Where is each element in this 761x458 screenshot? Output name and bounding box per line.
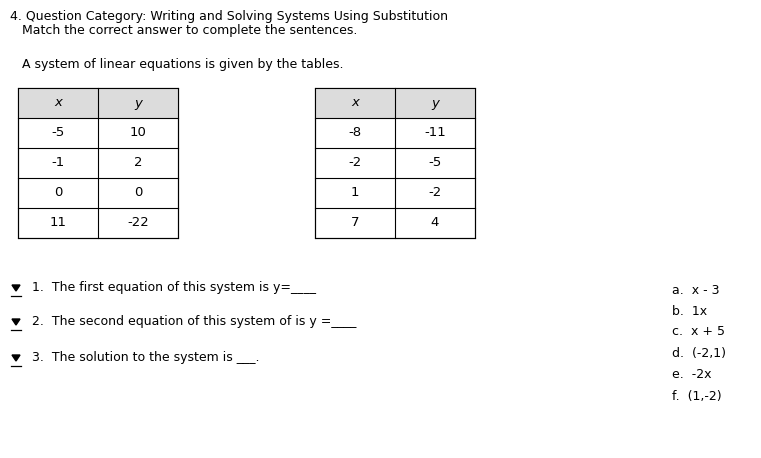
Text: Match the correct answer to complete the sentences.: Match the correct answer to complete the… (10, 24, 358, 37)
Text: -8: -8 (349, 126, 361, 140)
Text: b.  1x: b. 1x (672, 305, 707, 318)
Text: e.  -2x: e. -2x (672, 368, 712, 381)
Text: 2.  The second equation of this system of is y =____: 2. The second equation of this system of… (32, 316, 356, 328)
Text: -5: -5 (428, 157, 441, 169)
Text: 11: 11 (49, 217, 66, 229)
Text: 1.  The first equation of this system is y=____: 1. The first equation of this system is … (32, 282, 316, 294)
Text: A system of linear equations is given by the tables.: A system of linear equations is given by… (22, 58, 343, 71)
Bar (18, 88, 178, 238)
Polygon shape (12, 319, 20, 325)
Text: -1: -1 (52, 157, 65, 169)
Bar (18, 88, 178, 118)
Text: f.  (1,-2): f. (1,-2) (672, 390, 721, 403)
Text: 7: 7 (351, 217, 359, 229)
Text: c.  x + 5: c. x + 5 (672, 325, 725, 338)
Text: 1: 1 (351, 186, 359, 200)
Text: -11: -11 (424, 126, 446, 140)
Text: a.  x - 3: a. x - 3 (672, 284, 719, 297)
Text: 3.  The solution to the system is ___.: 3. The solution to the system is ___. (32, 351, 260, 365)
Text: y: y (431, 97, 439, 109)
Text: 2: 2 (134, 157, 142, 169)
Text: d.  (-2,1): d. (-2,1) (672, 347, 726, 360)
Text: 4: 4 (431, 217, 439, 229)
Text: 0: 0 (54, 186, 62, 200)
Bar (315, 88, 475, 118)
Text: x: x (351, 97, 359, 109)
Text: x: x (54, 97, 62, 109)
Text: 4. Question Category: Writing and Solving Systems Using Substitution: 4. Question Category: Writing and Solvin… (10, 10, 448, 23)
Bar (315, 88, 475, 238)
Text: y: y (134, 97, 142, 109)
Text: 0: 0 (134, 186, 142, 200)
Text: -22: -22 (127, 217, 149, 229)
Text: -2: -2 (428, 186, 441, 200)
Text: 10: 10 (129, 126, 146, 140)
Text: -2: -2 (349, 157, 361, 169)
Text: -5: -5 (52, 126, 65, 140)
Polygon shape (12, 355, 20, 361)
Polygon shape (12, 285, 20, 291)
